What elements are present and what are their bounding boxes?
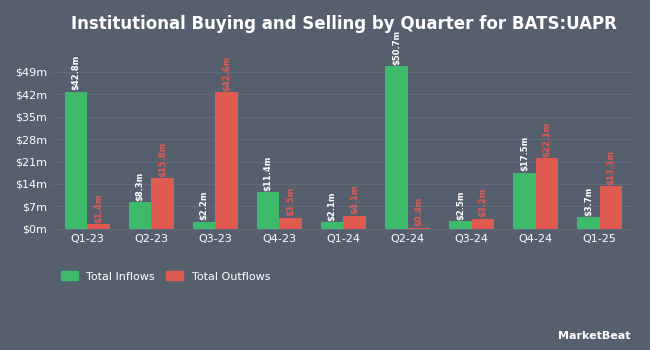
Text: $3.5m: $3.5m xyxy=(286,187,295,216)
Text: $3.7m: $3.7m xyxy=(584,187,593,216)
Text: $8.3m: $8.3m xyxy=(136,172,144,201)
Text: $22.1m: $22.1m xyxy=(542,121,551,157)
Text: $0.4m: $0.4m xyxy=(414,197,423,226)
Bar xyxy=(577,217,600,229)
Bar xyxy=(343,216,366,229)
Title: Institutional Buying and Selling by Quarter for BATS:UAPR: Institutional Buying and Selling by Quar… xyxy=(71,15,616,33)
Bar xyxy=(408,228,430,229)
Text: $42.6m: $42.6m xyxy=(222,56,231,91)
Bar xyxy=(151,178,174,229)
Text: $2.1m: $2.1m xyxy=(328,191,337,221)
Bar xyxy=(321,222,343,229)
Bar xyxy=(600,186,622,229)
Text: MarketBeat: MarketBeat xyxy=(558,331,630,341)
Bar xyxy=(129,202,151,229)
Bar xyxy=(514,173,536,229)
Bar xyxy=(449,221,472,229)
Bar xyxy=(472,218,494,229)
Bar xyxy=(257,192,280,229)
Bar xyxy=(193,222,215,229)
Legend: Total Inflows, Total Outflows: Total Inflows, Total Outflows xyxy=(58,268,274,285)
Text: $1.4m: $1.4m xyxy=(94,194,103,223)
Text: $15.8m: $15.8m xyxy=(158,142,167,177)
Text: $13.3m: $13.3m xyxy=(606,150,616,185)
Bar xyxy=(536,158,558,229)
Text: $42.8m: $42.8m xyxy=(72,55,81,90)
Bar xyxy=(87,224,110,229)
Bar xyxy=(65,92,87,229)
Bar xyxy=(280,218,302,229)
Text: $3.2m: $3.2m xyxy=(478,188,488,217)
Bar xyxy=(385,66,408,229)
Text: $2.5m: $2.5m xyxy=(456,190,465,219)
Bar xyxy=(215,92,238,229)
Text: $50.7m: $50.7m xyxy=(392,30,401,65)
Text: $17.5m: $17.5m xyxy=(520,136,529,172)
Text: $11.4m: $11.4m xyxy=(264,156,273,191)
Text: $4.1m: $4.1m xyxy=(350,185,359,215)
Text: $2.2m: $2.2m xyxy=(200,191,209,220)
